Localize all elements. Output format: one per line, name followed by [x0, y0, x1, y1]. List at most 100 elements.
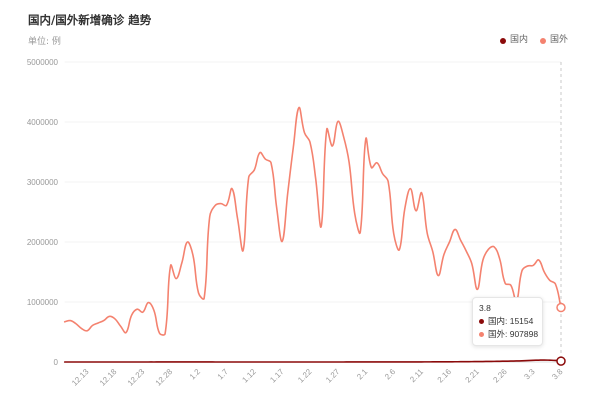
- x-axis-label: 1.17: [268, 367, 286, 385]
- data-point-overseas: [247, 175, 251, 179]
- data-point-domestic: [531, 358, 535, 362]
- x-axis-label: 1.22: [296, 367, 314, 385]
- data-point-domestic: [420, 360, 424, 364]
- data-point-domestic: [397, 360, 401, 364]
- data-point-domestic: [509, 359, 513, 363]
- data-point-overseas: [308, 140, 312, 144]
- data-point-domestic: [252, 360, 256, 364]
- tooltip-row-overseas: 国外: 907898: [479, 328, 538, 341]
- data-point-overseas: [224, 203, 228, 207]
- data-point-domestic: [213, 360, 217, 364]
- data-point-overseas: [431, 250, 435, 254]
- data-point-overseas: [358, 230, 362, 234]
- data-point-overseas: [314, 176, 318, 180]
- tooltip-date: 3.8: [479, 303, 491, 313]
- data-point-overseas: [263, 157, 267, 161]
- x-axis-label: 2.6: [383, 367, 398, 382]
- data-point-overseas: [498, 257, 502, 261]
- data-point-domestic: [158, 360, 162, 364]
- data-point-overseas: [191, 253, 195, 257]
- data-point-overseas: [475, 287, 479, 291]
- x-axis-label: 2.26: [491, 367, 509, 385]
- data-point-overseas: [342, 134, 346, 138]
- data-point-domestic: [347, 360, 351, 364]
- x-axis-label: 3.3: [522, 367, 537, 382]
- x-axis-label: 1.7: [216, 367, 231, 382]
- data-point-domestic: [91, 360, 95, 364]
- data-point-domestic: [79, 360, 83, 364]
- data-point-overseas: [258, 151, 262, 155]
- data-point-overseas: [269, 161, 273, 165]
- legend-item-domestic[interactable]: 国内: [499, 35, 528, 46]
- data-point-overseas: [197, 291, 201, 295]
- data-point-domestic: [336, 360, 340, 364]
- data-point-overseas: [453, 227, 457, 231]
- x-axis-labels: 12.13 12.18 12.23 12.28 1.2 1.7 1.12 1.17 1.22 1.…: [70, 367, 565, 388]
- legend-item-overseas[interactable]: 国外: [539, 35, 568, 46]
- legend-dot-domestic: [499, 37, 506, 44]
- y-axis-label: 3000000: [27, 178, 59, 187]
- tooltip-value-domestic: 国内: 15154: [488, 316, 534, 326]
- data-point-domestic: [63, 360, 67, 364]
- x-axis-label: 12.13: [70, 367, 91, 388]
- data-point-domestic: [302, 360, 306, 364]
- data-point-domestic: [459, 360, 463, 364]
- tooltip-dot-overseas: [479, 332, 484, 337]
- data-point-domestic: [241, 360, 245, 364]
- data-point-overseas: [236, 217, 240, 221]
- y-axis-label: 0: [54, 358, 59, 367]
- x-axis-label: 12.28: [154, 367, 175, 388]
- data-point-overseas: [85, 329, 89, 333]
- y-axis-label: 1000000: [27, 298, 59, 307]
- data-point-overseas: [436, 274, 440, 278]
- data-point-domestic: [113, 360, 117, 364]
- data-point-overseas: [509, 283, 513, 287]
- data-point-overseas: [336, 119, 340, 123]
- data-point-domestic: [180, 360, 184, 364]
- data-point-domestic: [408, 360, 412, 364]
- data-point-overseas: [319, 224, 323, 228]
- data-point-overseas: [403, 206, 407, 210]
- data-point-domestic: [319, 360, 323, 364]
- x-axis-label: 2.21: [464, 367, 482, 385]
- unit-label: 单位: 例: [28, 37, 61, 47]
- data-point-domestic: [436, 360, 440, 364]
- data-point-overseas: [425, 231, 429, 235]
- data-point-domestic: [169, 360, 173, 364]
- data-point-domestic: [197, 360, 201, 364]
- data-point-domestic: [191, 360, 195, 364]
- data-point-domestic: [487, 359, 491, 363]
- data-point-domestic: [258, 360, 262, 364]
- data-point-overseas: [91, 323, 95, 327]
- data-point-overseas: [397, 248, 401, 252]
- series-line-overseas: [63, 106, 562, 336]
- data-point-domestic: [414, 360, 418, 364]
- data-point-overseas: [459, 238, 463, 242]
- y-axis-label: 2000000: [27, 238, 59, 247]
- data-point-domestic: [470, 360, 474, 364]
- data-point-domestic: [503, 359, 507, 363]
- data-point-overseas: [230, 187, 234, 191]
- data-point-domestic: [68, 360, 72, 364]
- data-point-overseas: [252, 168, 256, 172]
- data-point-overseas: [163, 332, 167, 336]
- data-point-overseas: [146, 301, 150, 305]
- data-point-overseas: [392, 232, 396, 236]
- data-point-domestic: [297, 360, 301, 364]
- tooltip-row-domestic: 国内: 15154: [479, 315, 537, 328]
- data-point-domestic: [542, 358, 546, 362]
- data-point-overseas: [526, 264, 530, 268]
- x-axis-label: 3.8: [550, 367, 565, 382]
- data-point-overseas: [286, 191, 290, 195]
- data-point-overseas: [208, 215, 212, 219]
- data-point-overseas: [180, 261, 184, 265]
- data-point-domestic: [526, 359, 530, 363]
- chart-title: 国内/国外新增确诊 趋势: [28, 13, 152, 27]
- data-point-overseas: [347, 160, 351, 164]
- data-point-overseas: [275, 205, 279, 209]
- data-point-domestic: [247, 360, 251, 364]
- data-point-domestic: [74, 360, 78, 364]
- data-point-overseas: [364, 137, 368, 141]
- data-point-domestic: [548, 358, 552, 362]
- hover-points: [556, 302, 566, 366]
